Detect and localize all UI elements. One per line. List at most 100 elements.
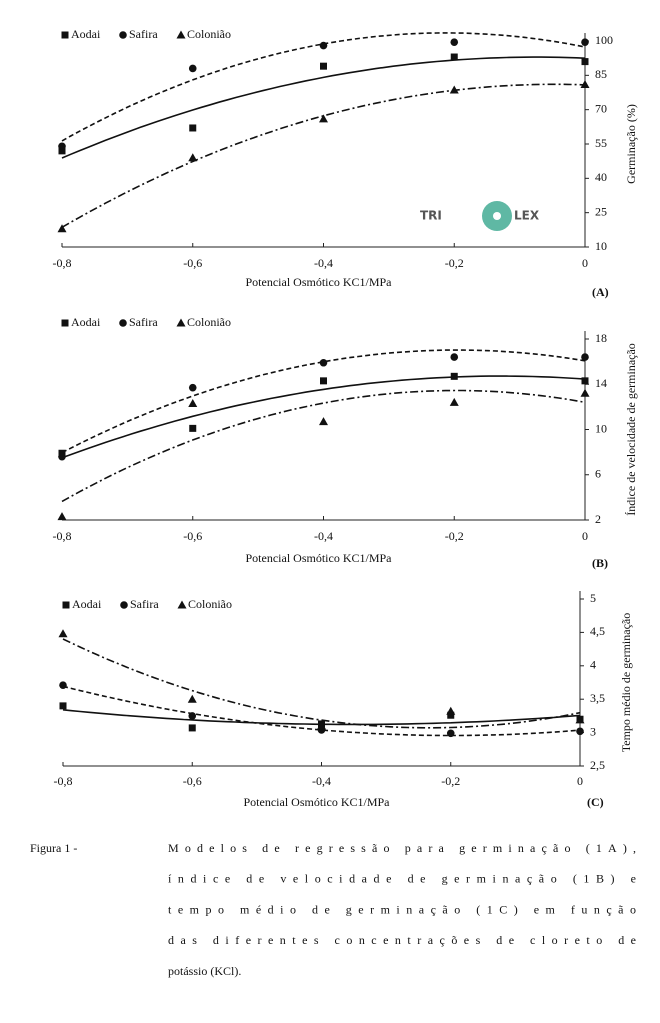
trend-curve [62, 638, 581, 729]
y-tick-label: 85 [595, 67, 607, 81]
legend-marker [62, 601, 70, 609]
legend-label: Colonião [187, 27, 231, 41]
legend-marker [61, 31, 69, 39]
data-point [581, 353, 589, 361]
caption-line: índice de velocidade de germinação (1B) … [168, 872, 636, 886]
data-point [187, 694, 197, 703]
x-tick-label: -0,4 [314, 529, 333, 543]
legend-marker [176, 30, 186, 39]
data-point [319, 358, 328, 367]
x-tick-label: -0,6 [183, 256, 202, 270]
y-tick-label: 2 [595, 512, 601, 526]
x-axis-label: Potencial Osmótico KC1/MPa [246, 551, 393, 565]
data-point [581, 377, 589, 385]
data-point [450, 353, 459, 361]
x-tick-label: -0,4 [312, 774, 331, 788]
y-tick-label: 10 [595, 421, 607, 435]
data-point [188, 724, 196, 732]
x-axis-label: Potencial Osmótico KC1/MPa [244, 795, 391, 809]
data-point [450, 372, 458, 380]
legend-marker [61, 319, 69, 327]
data-point [188, 153, 198, 162]
legend-marker [177, 600, 187, 609]
data-point [188, 712, 197, 720]
caption-label: Figura 1 - [30, 841, 77, 855]
x-axis-label: Potencial Osmótico KC1/MPa [246, 275, 393, 289]
data-point [59, 702, 67, 710]
data-point [580, 79, 590, 88]
y-axis-label: Germinação (%) [624, 104, 638, 184]
y-tick-label: 55 [595, 136, 607, 150]
legend-label: Colonião [188, 597, 232, 611]
data-point [58, 452, 66, 461]
panel-label: (B) [592, 556, 608, 570]
data-point [317, 721, 326, 730]
legend-marker [119, 31, 127, 39]
y-tick-label: 3,5 [590, 691, 605, 705]
y-tick-label: 100 [595, 33, 613, 47]
y-tick-label: 14 [595, 376, 607, 390]
legend-marker [119, 319, 127, 327]
data-point [580, 388, 590, 397]
x-tick-label: -0,8 [53, 529, 72, 543]
data-point [188, 64, 197, 73]
data-point [58, 629, 68, 638]
trend-curve [61, 83, 586, 228]
data-point [449, 397, 459, 406]
watermark: LEX [514, 209, 540, 223]
data-point [446, 706, 456, 715]
data-point [319, 417, 328, 426]
y-tick-label: 6 [595, 467, 601, 481]
x-tick-label: 0 [577, 774, 583, 788]
legend-label: Colonião [187, 315, 231, 329]
data-point [59, 681, 67, 689]
data-point [446, 729, 455, 738]
watermark-icon-core [493, 212, 501, 220]
legend-label: Safira [130, 597, 159, 611]
data-point [320, 377, 327, 385]
legend-marker [120, 601, 128, 609]
y-tick-label: 70 [595, 101, 607, 115]
data-point [58, 147, 66, 155]
trend-curve [61, 389, 586, 503]
x-tick-label: 0 [582, 529, 588, 543]
data-point [189, 424, 197, 432]
data-point [320, 62, 327, 70]
y-tick-label: 18 [595, 331, 607, 345]
data-point [575, 715, 585, 724]
x-tick-label: 0 [582, 256, 588, 270]
caption-line: das diferentes concentrações de cloreto … [168, 933, 636, 947]
trend-curve [62, 685, 581, 737]
legend-label: Aodai [71, 27, 101, 41]
y-tick-label: 10 [595, 239, 607, 253]
data-point [450, 38, 459, 46]
y-tick-label: 4,5 [590, 624, 605, 638]
data-point [57, 512, 67, 521]
y-tick-label: 40 [595, 170, 607, 184]
y-axis-label: Índice de velocidade de germinação [624, 343, 638, 516]
y-tick-label: 3 [590, 724, 596, 738]
x-tick-label: -0,4 [314, 256, 333, 270]
data-point [58, 142, 66, 151]
data-point [447, 711, 455, 719]
y-tick-label: 25 [595, 204, 607, 218]
y-tick-label: 5 [590, 591, 596, 605]
trend-curve [61, 349, 586, 454]
data-point [188, 383, 197, 392]
data-point [188, 398, 198, 407]
legend-label: Aodai [72, 597, 102, 611]
data-point [450, 53, 458, 61]
y-axis-label: Tempo médio de germinação [619, 613, 633, 752]
data-point [576, 727, 584, 736]
panel-label: (C) [587, 795, 604, 809]
x-tick-label: -0,2 [445, 529, 464, 543]
data-point [319, 114, 328, 123]
caption-line: Modelos de regressão para germinação (1A… [168, 841, 636, 855]
data-point [189, 124, 197, 132]
x-tick-label: -0,2 [441, 774, 460, 788]
caption-line: potássio (KCl). [168, 964, 241, 978]
data-point [581, 58, 589, 66]
data-point [319, 41, 328, 50]
y-tick-label: 2,5 [590, 758, 605, 772]
